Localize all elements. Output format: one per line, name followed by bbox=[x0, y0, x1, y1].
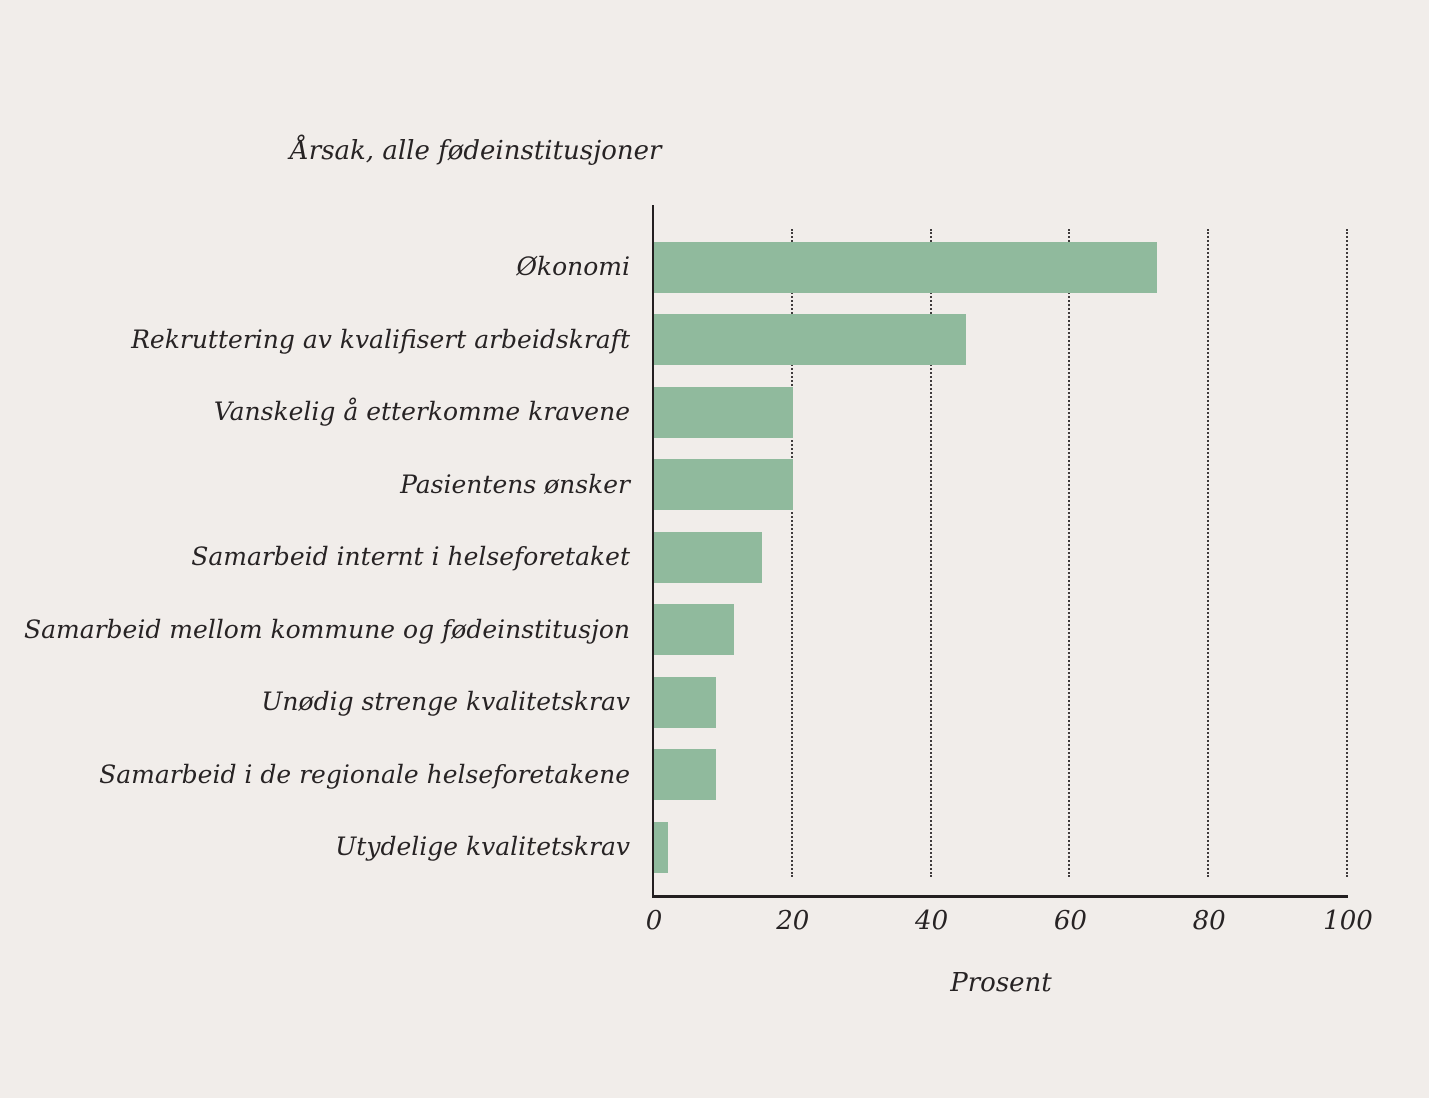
bar bbox=[654, 676, 717, 728]
gridline bbox=[1068, 229, 1071, 877]
category-label: Vanskelig å etterkomme kravene bbox=[213, 397, 630, 426]
x-tick-label: 100 bbox=[1323, 906, 1373, 936]
bar bbox=[654, 459, 793, 510]
category-label: Samarbeid i de regionale helseforetakene bbox=[99, 759, 630, 789]
category-label: Rekruttering av kvalifisert arbeidskraft bbox=[131, 324, 630, 354]
bar bbox=[654, 531, 762, 583]
gridline bbox=[1207, 229, 1210, 877]
x-tick-label: 0 bbox=[645, 906, 663, 936]
category-label: Økonomi bbox=[516, 252, 630, 281]
bar bbox=[654, 749, 717, 800]
category-label: Samarbeid mellom kommune og fødeinstitus… bbox=[23, 614, 630, 644]
bar bbox=[654, 821, 668, 873]
category-label: Samarbeid internt i helseforetaket bbox=[191, 542, 630, 571]
bar bbox=[654, 604, 734, 655]
chart-title: Årsak, alle fødeinstitusjoner bbox=[290, 136, 662, 166]
category-label: Utydelige kvalitetskrav bbox=[335, 832, 630, 861]
x-tick-label: 80 bbox=[1192, 906, 1226, 936]
bar bbox=[654, 386, 793, 438]
x-tick-label: 60 bbox=[1053, 906, 1087, 936]
category-label: Unødig strenge kvalitetskrav bbox=[261, 687, 630, 716]
category-label: Pasientens ønsker bbox=[400, 469, 630, 499]
gridline bbox=[929, 229, 932, 877]
plot-area bbox=[652, 205, 1348, 898]
x-tick-label: 20 bbox=[776, 906, 810, 936]
x-tick-label: 40 bbox=[915, 906, 949, 936]
bar bbox=[654, 241, 1158, 293]
gridline bbox=[790, 229, 793, 877]
bar bbox=[654, 314, 967, 365]
gridline bbox=[1346, 229, 1348, 877]
x-axis-title: Prosent bbox=[950, 968, 1052, 998]
